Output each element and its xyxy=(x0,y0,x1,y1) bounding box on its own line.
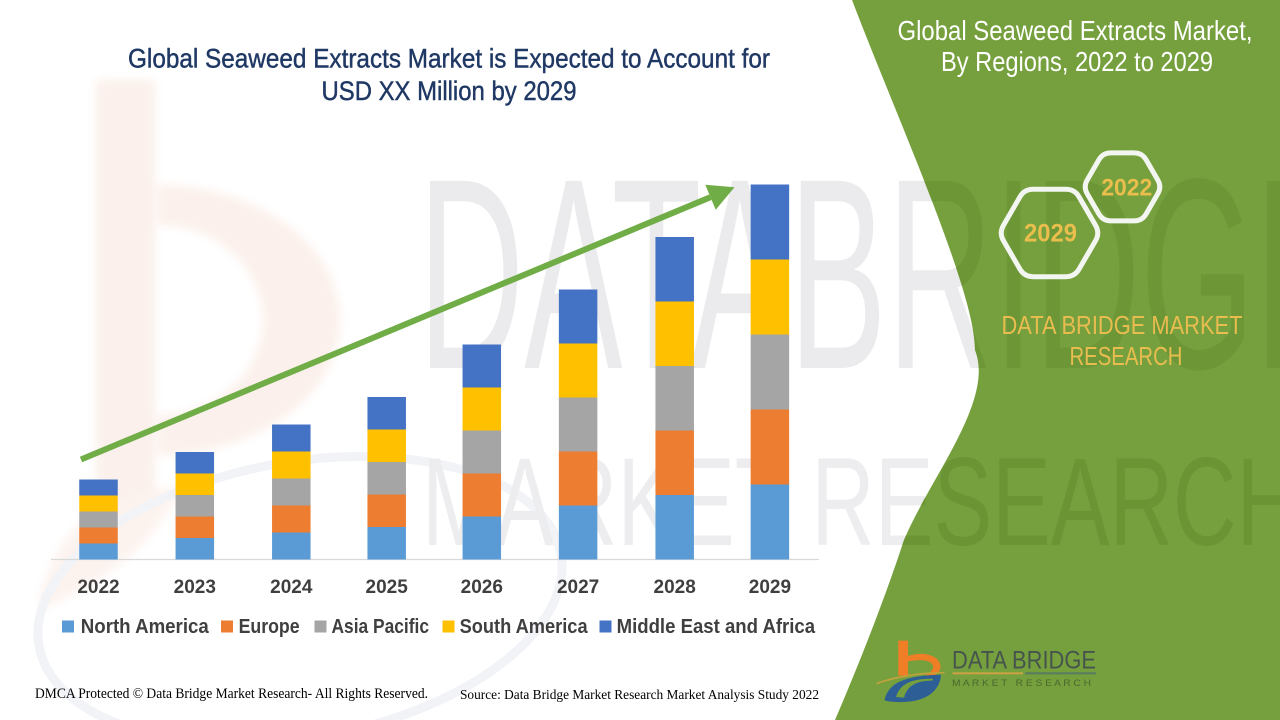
svg-text:Global Seaweed Extracts Market: Global Seaweed Extracts Market, xyxy=(898,15,1253,46)
svg-text:M A R K E T R E S E A R C H: M A R K E T R E S E A R C H xyxy=(952,678,1091,689)
svg-text:2029: 2029 xyxy=(1024,220,1077,248)
svg-text:Source: Data Bridge Market Res: Source: Data Bridge Market Research Mark… xyxy=(460,688,819,703)
svg-text:North America: North America xyxy=(81,616,210,638)
svg-text:2023: 2023 xyxy=(174,577,216,598)
svg-text:DATA BRIDGE MARKET: DATA BRIDGE MARKET xyxy=(1002,310,1243,340)
svg-text:2026: 2026 xyxy=(461,577,503,598)
svg-text:2025: 2025 xyxy=(366,577,409,598)
svg-text:Asia Pacific: Asia Pacific xyxy=(332,616,430,638)
svg-text:Global Seaweed Extracts Market: Global Seaweed Extracts Market is Expect… xyxy=(128,44,770,74)
svg-text:2029: 2029 xyxy=(749,577,791,598)
svg-text:DATA BRIDGE: DATA BRIDGE xyxy=(952,647,1096,675)
svg-text:South America: South America xyxy=(460,616,589,638)
svg-text:By Regions, 2022 to 2029: By Regions, 2022 to 2029 xyxy=(941,46,1213,77)
svg-text:RESEARCH: RESEARCH xyxy=(1070,341,1183,371)
svg-text:2022: 2022 xyxy=(1101,175,1152,202)
svg-text:Europe: Europe xyxy=(239,616,300,638)
svg-text:2028: 2028 xyxy=(654,577,696,598)
svg-text:Middle East and Africa: Middle East and Africa xyxy=(617,616,816,638)
svg-text:2022: 2022 xyxy=(77,577,119,598)
svg-text:2027: 2027 xyxy=(557,577,599,598)
svg-text:USD XX Million by 2029: USD XX Million by 2029 xyxy=(322,76,577,106)
svg-text:DMCA Protected © Data Bridge M: DMCA Protected © Data Bridge Market Rese… xyxy=(35,686,428,702)
svg-text:2024: 2024 xyxy=(270,577,313,598)
